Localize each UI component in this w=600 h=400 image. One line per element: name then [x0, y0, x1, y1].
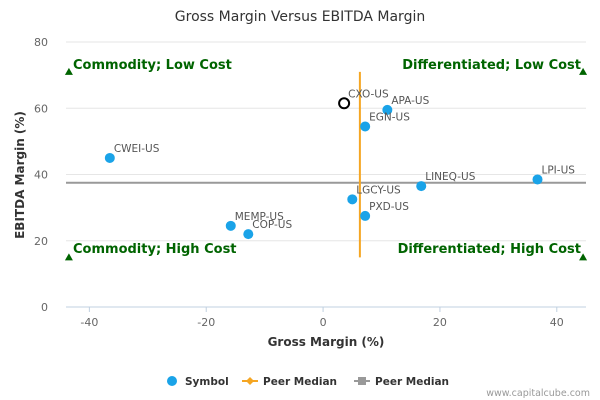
quadrant-labels: Commodity; Low Cost Differentiated; Low C…	[64, 58, 588, 261]
data-point-label: APA-US	[391, 95, 429, 107]
quadrant-label-top-right: Differentiated; Low Cost	[402, 58, 581, 73]
axes	[66, 306, 586, 312]
data-point-label: CXO-US	[348, 88, 389, 100]
data-point-highlighted	[338, 97, 351, 110]
legend-symbol-marker	[167, 376, 177, 386]
credit-text: www.capitalcube.com	[486, 388, 590, 399]
x-tick-label: -20	[197, 316, 215, 329]
legend-label: Peer Median	[375, 376, 449, 388]
quadrant-marker-bottom-left	[64, 253, 73, 261]
data-point	[360, 121, 371, 132]
legend-square-marker	[358, 377, 366, 385]
quadrant-marker-top-left	[64, 67, 73, 75]
data-point-label: MEMP-US	[235, 211, 284, 223]
data-point-label: COP-US	[252, 219, 292, 231]
data-point	[104, 152, 115, 163]
tick-labels: 0 20 40 60 80 -40 -20 0 20 40	[34, 36, 564, 329]
legend: Symbol Peer Median Peer Median	[167, 376, 449, 388]
x-tick-label: -40	[80, 316, 98, 329]
x-tick-label: 0	[320, 316, 327, 329]
peer-median-lines	[66, 71, 586, 258]
quadrant-marker-bottom-right	[579, 253, 588, 261]
x-tick-label: 20	[433, 316, 447, 329]
quadrant-marker-top-right	[579, 67, 588, 75]
y-tick-label: 0	[41, 301, 48, 314]
data-point	[360, 210, 371, 221]
y-tick-label: 20	[34, 235, 48, 248]
x-axis-title: Gross Margin (%)	[268, 335, 385, 349]
data-point-label: EGN-US	[369, 111, 410, 123]
data-point-label: LINEQ-US	[425, 171, 475, 183]
y-axis-title: EBITDA Margin (%)	[13, 111, 27, 239]
legend-diamond-marker	[246, 377, 254, 385]
chart-title: Gross Margin Versus EBITDA Margin	[175, 9, 425, 25]
quadrant-label-top-left: Commodity; Low Cost	[73, 58, 232, 73]
x-tick-label: 40	[550, 316, 564, 329]
data-point-label: LGCY-US	[356, 184, 401, 196]
data-point	[347, 194, 358, 205]
data-point-label: CWEI-US	[114, 143, 160, 155]
data-point-label: PXD-US	[369, 201, 409, 213]
data-point	[532, 174, 543, 185]
data-point	[243, 229, 254, 240]
legend-label: Peer Median	[263, 376, 337, 388]
data-point	[225, 220, 236, 231]
data-point-label: LPI-US	[542, 164, 576, 176]
quadrant-label-bottom-left: Commodity; High Cost	[73, 242, 237, 257]
y-tick-label: 60	[34, 102, 48, 115]
quadrant-label-bottom-right: Differentiated; High Cost	[398, 242, 581, 257]
y-tick-label: 80	[34, 36, 48, 49]
legend-label: Symbol	[185, 376, 229, 388]
y-tick-label: 40	[34, 169, 48, 182]
gridlines	[66, 41, 586, 242]
data-point	[382, 104, 393, 115]
data-point	[416, 181, 427, 192]
